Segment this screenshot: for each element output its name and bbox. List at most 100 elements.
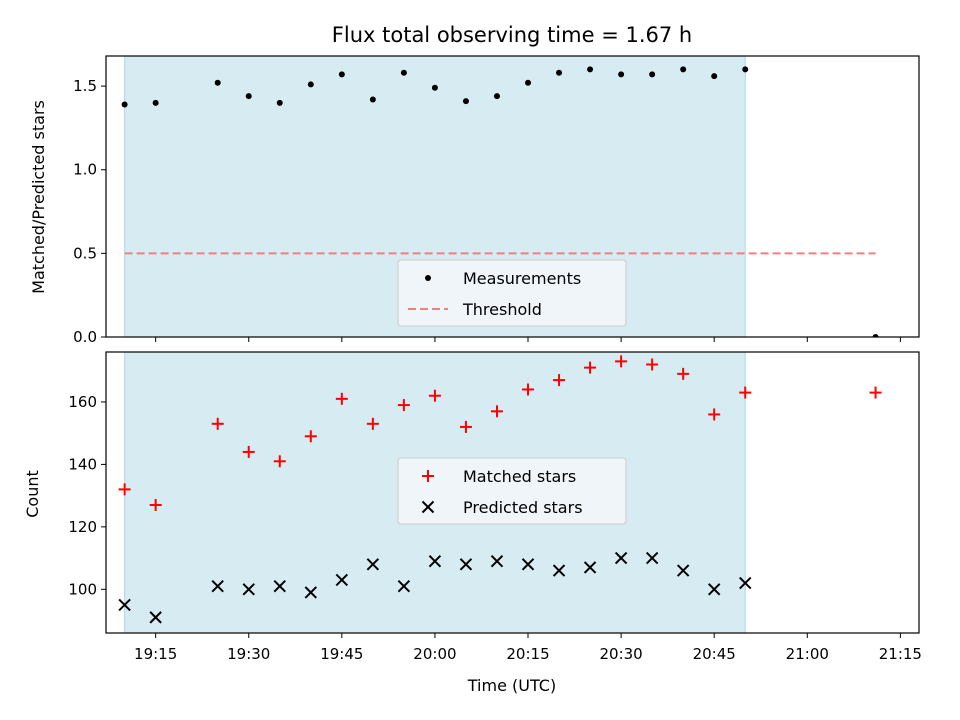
matched-star-point [459,420,472,433]
predicted-star-point [366,558,380,571]
y-tick-label: 120 [68,518,97,536]
legend-top: Measurements Threshold [397,259,627,327]
matched-star-point [490,405,503,418]
measurement-point [742,66,749,73]
x-tick-label: 19:30 [227,645,270,663]
measurement-point [214,79,221,86]
y-tick-label: 100 [68,580,97,598]
predicted-star-point [645,551,659,565]
matched-star-point [615,355,628,368]
measurement-point [462,98,469,105]
legend-predicted-swatch [421,500,435,514]
predicted-star-point [304,586,318,599]
predicted-star-point [459,558,473,571]
predicted-star-point [552,564,566,577]
predicted-star-point [335,573,349,587]
matched-star-point [869,386,882,399]
x-tick-label: 20:45 [693,645,736,663]
measurement-point [872,334,879,337]
top-panel: 0.0 0.5 1.0 1.5 Measurements Threshold [73,55,920,346]
predicted-star-point [614,551,628,565]
x-tick-label: 21:15 [879,645,922,663]
measurement-point [400,69,407,76]
predicted-star-point [118,598,131,612]
x-tick-label: 20:30 [599,645,642,663]
legend-measurement-swatch [425,275,431,281]
measurement-point [649,71,656,78]
predicted-star-point [739,576,752,590]
predicted-star-point [676,564,690,577]
predicted-star-point [521,558,535,571]
matched-star-point [646,358,659,371]
x-axis-label: Time (UTC) [467,676,556,695]
predicted-star-point [583,561,597,574]
predicted-star-point [490,554,504,568]
measurement-point [556,69,563,76]
predicted-star-point [242,583,255,596]
matched-star-point [242,445,255,458]
marks-bottom [118,355,882,624]
matched-star-point [304,430,317,443]
measurement-point [245,93,252,100]
legend-label: Predicted stars [463,498,583,517]
matched-star-point [708,408,721,421]
axes-frame-top [105,55,920,338]
matched-star-point [584,361,597,374]
measurement-point [525,79,532,86]
axes-frame-bottom [105,351,920,634]
x-tick-label: 20:00 [413,645,456,663]
predicted-star-point [707,583,721,596]
legend-label: Threshold [462,300,542,319]
matched-star-point [273,455,286,468]
matched-star-point [118,483,131,496]
bottom-panel: 100 120 140 160 19:15 19:30 19:45 20:00 20:15 20:… [68,351,922,663]
matched-star-point [553,374,566,387]
x-tick-label: 20:15 [506,645,549,663]
measurement-point [587,66,594,73]
predicted-star-point [273,579,286,593]
measurement-point [307,81,314,88]
matched-star-point [522,383,535,396]
y-tick-label: 1.5 [73,77,97,95]
matched-star-point [739,386,752,399]
predicted-star-point [428,554,442,568]
measurement-point [369,96,376,103]
bottom-y-axis-label: Count [23,470,42,518]
legend-matched-swatch [422,470,434,482]
legend-box [397,457,627,525]
x-tick-label: 21:00 [786,645,829,663]
predicted-star-point [211,579,224,593]
legend-label: Measurements [463,269,581,288]
measurement-point [121,101,128,108]
measurement-point [680,66,687,73]
measurement-point [431,84,438,91]
legend-bottom: Matched stars Predicted stars [397,457,627,525]
measurement-point [711,73,718,80]
matched-star-point [366,417,379,430]
marks-top [121,66,879,337]
y-tick-label: 140 [68,455,97,473]
y-tick-label: 160 [68,393,97,411]
matched-star-point [149,498,162,511]
x-tick-label: 19:45 [320,645,363,663]
predicted-star-point [397,579,411,593]
measurement-point [276,99,283,106]
x-tick-label: 19:15 [134,645,177,663]
matched-star-point [211,417,224,430]
matched-star-point [428,389,441,402]
matched-star-point [335,392,348,405]
predicted-star-point [149,611,162,624]
measurement-point [338,71,345,78]
y-tick-label: 0.0 [73,328,97,346]
matched-star-point [677,367,690,380]
legend-box [397,259,627,327]
measurement-point [493,93,500,100]
chart-title: Flux total observing time = 1.67 h [332,23,692,47]
top-y-axis-label: Matched/Predicted stars [29,100,48,294]
measurement-point [618,71,625,78]
matched-star-point [397,399,410,412]
measurement-point [152,99,159,106]
y-tick-label: 1.0 [73,161,97,179]
legend-label: Matched stars [463,467,576,486]
